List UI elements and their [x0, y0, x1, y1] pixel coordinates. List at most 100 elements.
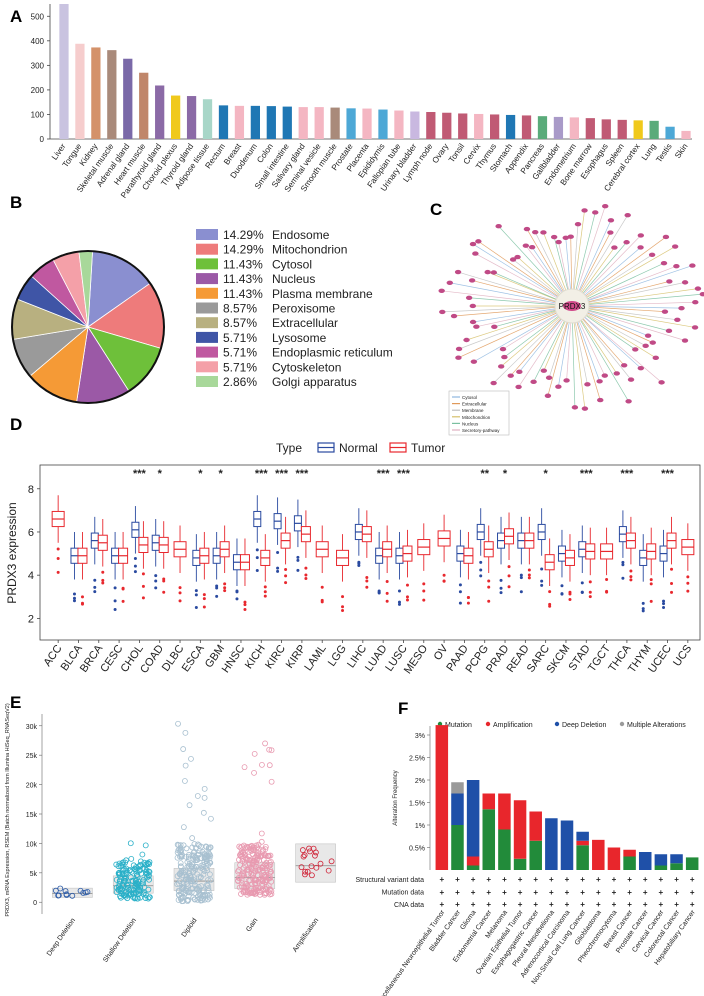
box-normal-d-outlier: [580, 591, 584, 595]
box-tumor-d-outlier: [121, 599, 125, 603]
network-node-c: [516, 369, 523, 375]
network-node-c: [540, 230, 547, 235]
row-marker-f: +: [518, 888, 523, 897]
category-label-d: LGG: [326, 643, 349, 669]
point-e: [253, 851, 260, 858]
point-e: [77, 887, 84, 894]
box-tumor-d-outlier: [568, 590, 572, 594]
box-normal-d-outlier: [72, 596, 76, 600]
point-e: [325, 867, 332, 874]
network-node-c: [671, 244, 679, 249]
point-e: [120, 882, 127, 889]
row-marker-f: +: [580, 900, 585, 909]
network-node-c: [473, 324, 480, 329]
category-label-a: Ovary: [431, 141, 451, 165]
box-normal-d-outlier: [519, 573, 523, 577]
tick-label-f-y: 2.5%: [409, 756, 425, 763]
network-node-c: [468, 278, 476, 283]
row-marker-f: +: [486, 875, 491, 884]
tick-label-f-y: 3%: [415, 733, 425, 740]
network-edge-c: [571, 301, 696, 307]
row-marker-f: +: [659, 888, 664, 897]
bar-segment-f: [451, 782, 464, 794]
significance-d: *: [158, 468, 163, 480]
legend-label-b: Endoplasmic reticulum: [272, 346, 393, 360]
box-tumor-d-outlier: [466, 595, 470, 599]
point-e: [259, 761, 265, 768]
network-node-c: [673, 263, 680, 269]
legend-percent-b: 8.57%: [223, 316, 257, 330]
point-e: [185, 897, 192, 903]
network-node-c: [602, 203, 609, 209]
box-normal-d-outlier: [93, 585, 97, 589]
point-e: [203, 882, 210, 888]
point-e: [235, 877, 241, 884]
box-normal-d-outlier: [540, 579, 544, 583]
legend-box-c: [448, 390, 510, 436]
point-e: [124, 882, 131, 889]
box-tumor-d-outlier: [101, 581, 105, 585]
point-e: [185, 889, 192, 895]
point-e: [241, 764, 248, 771]
bar-a: [633, 120, 643, 139]
network-edge-c: [498, 225, 573, 307]
point-e: [251, 750, 258, 757]
box-tumor-d-outlier: [405, 598, 409, 602]
box-normal-d-outlier: [276, 551, 280, 555]
point-e: [301, 852, 308, 859]
point-e: [308, 863, 315, 870]
box-tumor-d-outlier: [527, 576, 531, 580]
box-tumor-d-outlier: [284, 574, 288, 578]
box-tumor-d-outlier: [548, 602, 552, 606]
point-e: [123, 857, 130, 864]
network-edge-c: [571, 305, 629, 402]
point-e: [196, 848, 203, 854]
row-marker-f: +: [612, 888, 617, 897]
box-normal-d-outlier: [621, 563, 625, 567]
point-e: [188, 755, 194, 762]
row-marker-f: +: [502, 875, 507, 884]
network-node-c: [620, 363, 628, 368]
bar-a: [123, 58, 133, 140]
bar-a: [91, 47, 101, 140]
point-e: [180, 842, 187, 849]
category-label-d: UCS: [671, 643, 694, 669]
point-e: [125, 890, 131, 897]
network-edge-c: [571, 236, 667, 307]
bar-segment-f: [451, 793, 464, 825]
point-e: [200, 887, 207, 893]
bar-segment-f: [607, 847, 621, 870]
network-node-c: [501, 354, 508, 360]
bar-a: [458, 113, 468, 139]
box-normal-d-outlier: [235, 590, 239, 594]
point-e: [302, 868, 309, 875]
row-marker-f: +: [439, 888, 444, 897]
network-node-c: [562, 235, 569, 241]
point-e: [55, 892, 62, 899]
category-label-a: Testis: [654, 142, 673, 164]
box-normal-d-outlier: [641, 609, 645, 613]
legend-label-b: Golgi apparatus: [272, 375, 357, 389]
point-e: [205, 853, 212, 859]
row-marker-f: +: [580, 875, 585, 884]
network-edge-c: [571, 265, 677, 307]
point-e: [237, 844, 244, 851]
network-node-c: [658, 380, 665, 385]
network-edge-c: [571, 214, 628, 307]
box-normal-d-outlier: [560, 584, 564, 588]
point-e: [312, 852, 318, 859]
box-tumor-d-outlier: [385, 579, 389, 583]
bar-a: [155, 85, 165, 139]
point-e: [141, 884, 148, 890]
box-tumor-d-outlier: [202, 593, 206, 597]
tick-label-a-y: 0: [40, 135, 45, 144]
point-e: [116, 877, 123, 884]
box-normal-d-outlier: [621, 576, 625, 580]
bar-a: [489, 114, 500, 139]
network-edge-c: [472, 243, 573, 307]
box-tumor-d-outlier: [243, 608, 247, 612]
box-tumor-d-outlier: [365, 579, 369, 583]
significance-d: *: [198, 468, 203, 480]
significance-d: *: [503, 468, 508, 480]
point-e: [307, 848, 313, 855]
